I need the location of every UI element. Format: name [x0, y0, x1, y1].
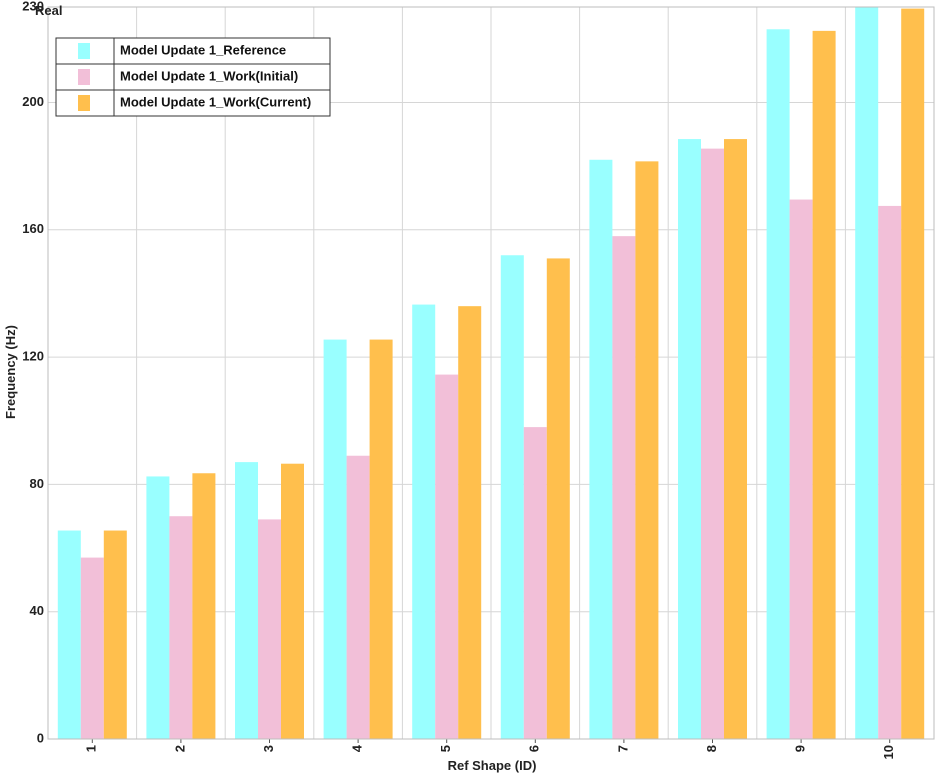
- bar-2-category-2: [169, 516, 193, 739]
- bar-3-category-2: [192, 473, 216, 739]
- x-tick-label: 8: [704, 745, 719, 752]
- bar-1-category-4: [323, 339, 347, 739]
- y-tick-label: 80: [30, 476, 44, 491]
- bar-3-category-6: [546, 258, 570, 739]
- y-tick-label: 200: [22, 94, 44, 109]
- x-tick-label: 10: [881, 745, 896, 759]
- bar-3-category-7: [635, 161, 659, 740]
- x-tick-label: 5: [438, 745, 453, 752]
- bar-1-category-9: [766, 29, 790, 740]
- bar-1-category-6: [500, 255, 524, 740]
- bar-3-category-3: [281, 463, 304, 739]
- x-tick-label: 6: [527, 745, 542, 752]
- bar-2-category-7: [612, 236, 636, 739]
- bar-1-category-10: [855, 7, 879, 739]
- bar-1-category-7: [589, 159, 613, 740]
- bar-2-category-8: [701, 148, 724, 739]
- bar-3-category-1: [103, 530, 127, 739]
- x-tick-label: 2: [172, 745, 187, 752]
- bar-2-category-4: [346, 455, 370, 739]
- x-tick-label: 9: [793, 745, 808, 752]
- bar-2-category-1: [80, 557, 104, 739]
- bar-2-category-9: [789, 199, 813, 739]
- legend-label-2: Model Update 1_Work(Initial): [120, 68, 298, 83]
- y-tick-label: 230: [22, 0, 44, 13]
- bar-3-category-9: [812, 30, 836, 739]
- bar-3-category-5: [458, 306, 482, 739]
- legend-swatch-2: [78, 69, 90, 85]
- bar-2-category-5: [435, 374, 459, 739]
- x-tick-label: 1: [84, 745, 99, 752]
- bar-1-category-8: [678, 139, 701, 740]
- bar-1-category-3: [235, 462, 258, 739]
- y-tick-label: 0: [37, 730, 44, 745]
- y-tick-label: 120: [22, 349, 44, 364]
- x-tick-label: 7: [615, 745, 630, 752]
- y-tick-label: 40: [30, 603, 44, 618]
- bar-2-category-6: [523, 427, 547, 739]
- bar-2-category-10: [878, 205, 902, 740]
- bar-1-category-2: [146, 476, 170, 739]
- bar-1-category-1: [57, 530, 81, 739]
- y-axis-title: Frequency (Hz): [3, 325, 18, 419]
- bars: [57, 7, 925, 740]
- x-axis-title: Ref Shape (ID): [448, 758, 537, 773]
- legend-label-1: Model Update 1_Reference: [120, 42, 286, 57]
- legend: Model Update 1_Reference Model Update 1_W…: [55, 37, 331, 117]
- bar-3-category-10: [901, 8, 925, 739]
- x-tick-label: 3: [261, 745, 276, 752]
- bar-1-category-5: [412, 304, 436, 739]
- legend-swatch-1: [78, 43, 90, 59]
- corner-label: Real: [35, 3, 62, 18]
- legend-box: [55, 37, 331, 117]
- bar-2-category-3: [258, 519, 281, 739]
- bar-3-category-4: [369, 339, 393, 739]
- legend-swatch-3: [78, 95, 90, 111]
- legend-label-3: Model Update 1_Work(Current): [120, 94, 311, 109]
- bar-3-category-8: [724, 139, 747, 740]
- axes: 1 2 3 4 5 6 7 8 9 10 0 40 80 120 160 200 230: [22, 0, 935, 759]
- y-tick-label: 160: [22, 221, 44, 236]
- plot-border: [47, 6, 935, 740]
- x-tick-label: 4: [350, 744, 365, 752]
